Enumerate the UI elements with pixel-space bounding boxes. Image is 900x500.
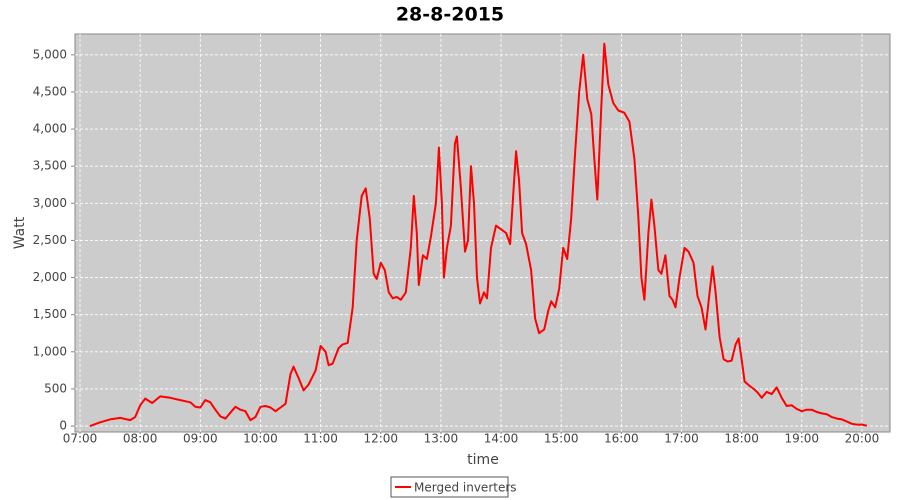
x-tick-label: 15:00 xyxy=(544,432,579,446)
x-tick-label: 12:00 xyxy=(363,432,398,446)
y-tick-label: 3,000 xyxy=(33,196,67,210)
y-tick-label: 2,500 xyxy=(33,233,67,247)
x-tick-label: 08:00 xyxy=(123,432,158,446)
y-tick-label: 2,000 xyxy=(33,270,67,284)
x-tick-label: 10:00 xyxy=(243,432,278,446)
x-tick-label: 19:00 xyxy=(784,432,819,446)
plot-area xyxy=(74,33,891,433)
y-tick-label: 0 xyxy=(59,419,67,433)
x-tick-label: 14:00 xyxy=(484,432,519,446)
y-tick-label: 1,000 xyxy=(33,344,67,358)
y-tick-label: 4,000 xyxy=(33,122,67,136)
legend-box xyxy=(390,476,509,498)
y-tick-label: 500 xyxy=(44,381,67,395)
legend-label: Merged inverters xyxy=(414,481,517,495)
x-tick-label: 20:00 xyxy=(845,432,880,446)
x-axis-label: time xyxy=(467,452,499,468)
x-tick-label: 17:00 xyxy=(664,432,699,446)
x-tick-label: 16:00 xyxy=(604,432,639,446)
y-tick-label: 4,500 xyxy=(33,84,67,98)
x-tick-label: 13:00 xyxy=(424,432,459,446)
y-tick-label: 1,500 xyxy=(33,307,67,321)
chart-title: 28-8-2015 xyxy=(396,4,504,26)
series-line xyxy=(89,42,868,428)
x-tick-label: 09:00 xyxy=(183,432,218,446)
y-axis-label: Watt xyxy=(12,216,28,249)
x-tick-label: 07:00 xyxy=(63,432,98,446)
y-tick-label: 5,000 xyxy=(33,47,67,61)
x-tick-label: 18:00 xyxy=(724,432,759,446)
y-tick-label: 3,500 xyxy=(33,159,67,173)
x-tick-label: 11:00 xyxy=(303,432,338,446)
